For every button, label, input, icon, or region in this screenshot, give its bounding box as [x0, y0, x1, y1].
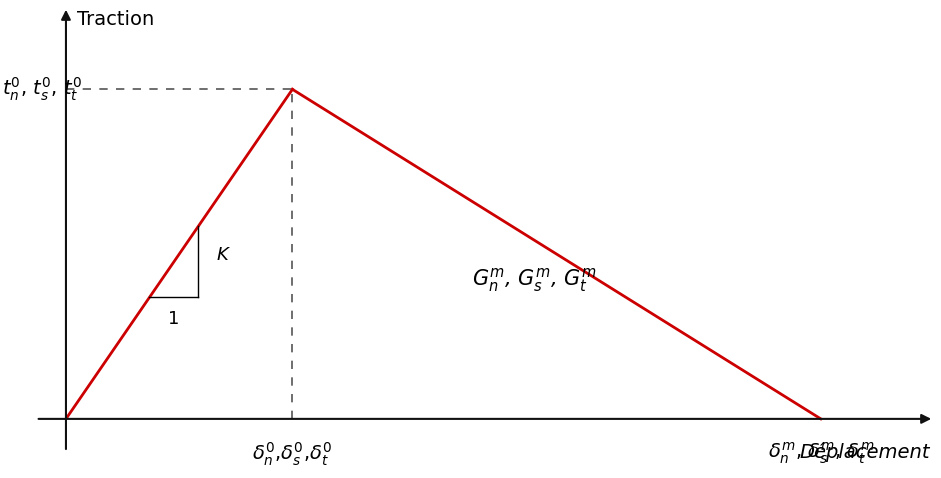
Text: $G_n^m$, $G_s^m$, $G_t^m$: $G_n^m$, $G_s^m$, $G_t^m$ — [471, 266, 597, 294]
Text: Déplacement: Déplacement — [800, 442, 931, 462]
Text: Traction: Traction — [77, 10, 154, 29]
Text: $\delta_n^0$,$\delta_s^0$,$\delta_t^0$: $\delta_n^0$,$\delta_s^0$,$\delta_t^0$ — [252, 440, 332, 467]
Text: K: K — [217, 246, 229, 264]
Text: $\delta_n^m$, $\delta_s^m$, $\delta_t^m$: $\delta_n^m$, $\delta_s^m$, $\delta_t^m$ — [768, 440, 874, 466]
Text: 1: 1 — [167, 310, 179, 328]
Text: $t_n^0$, $t_s^0$, $t_t^0$: $t_n^0$, $t_s^0$, $t_t^0$ — [2, 76, 82, 103]
